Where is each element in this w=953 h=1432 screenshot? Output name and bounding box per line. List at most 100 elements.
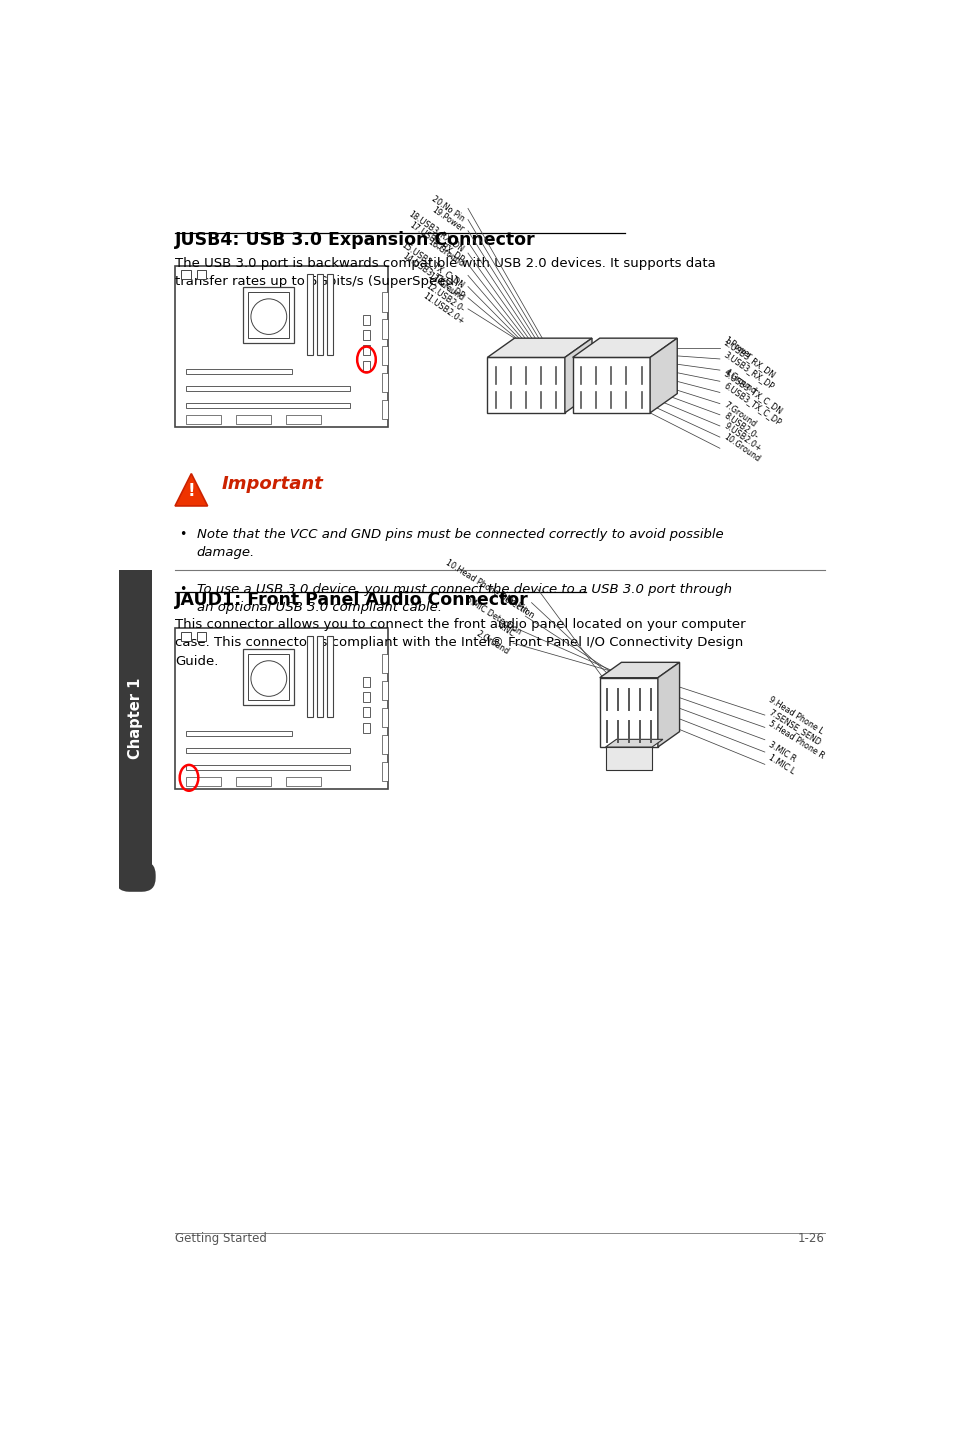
- Text: JUSB4: USB 3.0 Expansion Connector: JUSB4: USB 3.0 Expansion Connector: [174, 231, 536, 249]
- Polygon shape: [235, 415, 271, 424]
- Polygon shape: [248, 292, 289, 338]
- Polygon shape: [327, 636, 333, 716]
- Polygon shape: [181, 269, 191, 279]
- Text: 3.USB3_RX_DP: 3.USB3_RX_DP: [721, 349, 775, 391]
- Polygon shape: [307, 274, 313, 355]
- Polygon shape: [381, 709, 388, 727]
- Text: 17.USB3_RX_DP: 17.USB3_RX_DP: [408, 221, 465, 263]
- Polygon shape: [186, 385, 350, 391]
- Polygon shape: [605, 748, 652, 770]
- Text: 10.Ground: 10.Ground: [721, 432, 761, 464]
- Polygon shape: [307, 636, 313, 716]
- Text: •: •: [179, 583, 186, 596]
- FancyBboxPatch shape: [115, 861, 155, 892]
- Polygon shape: [196, 269, 206, 279]
- Polygon shape: [599, 677, 658, 748]
- Polygon shape: [381, 347, 388, 365]
- Polygon shape: [186, 730, 292, 736]
- Polygon shape: [243, 286, 294, 344]
- Polygon shape: [327, 274, 333, 355]
- Polygon shape: [599, 663, 679, 677]
- Polygon shape: [235, 778, 271, 786]
- Text: 11.USB2.0+: 11.USB2.0+: [420, 291, 465, 326]
- Polygon shape: [649, 338, 677, 412]
- Text: 8.USB2.0-: 8.USB2.0-: [721, 411, 759, 441]
- Polygon shape: [286, 778, 321, 786]
- Text: 7.SENSE_SEND: 7.SENSE_SEND: [766, 707, 821, 748]
- Text: 2.Ground: 2.Ground: [474, 630, 510, 657]
- Polygon shape: [381, 735, 388, 755]
- Text: 16.Ground: 16.Ground: [426, 238, 465, 269]
- Polygon shape: [381, 292, 388, 312]
- Polygon shape: [174, 266, 388, 428]
- Polygon shape: [186, 415, 220, 424]
- Text: 4.Ground: 4.Ground: [721, 367, 757, 395]
- Text: 14.USB3_TX_C_DP: 14.USB3_TX_C_DP: [400, 251, 465, 299]
- Text: 8.No Pin: 8.No Pin: [497, 590, 529, 616]
- Polygon shape: [362, 707, 369, 717]
- Polygon shape: [487, 358, 564, 412]
- Polygon shape: [248, 654, 289, 700]
- Text: 9.Head Phone L: 9.Head Phone L: [766, 695, 824, 736]
- Polygon shape: [572, 358, 649, 412]
- Polygon shape: [174, 474, 208, 505]
- Polygon shape: [174, 627, 388, 789]
- Polygon shape: [119, 570, 152, 866]
- Text: 20.No Pin: 20.No Pin: [429, 193, 465, 223]
- Text: 19.Power: 19.Power: [430, 205, 465, 233]
- Polygon shape: [186, 402, 350, 408]
- Text: 7.Ground: 7.Ground: [721, 401, 757, 430]
- Polygon shape: [186, 748, 350, 753]
- Text: 9.USB2.0+: 9.USB2.0+: [721, 421, 762, 454]
- Polygon shape: [564, 338, 592, 412]
- Polygon shape: [317, 274, 322, 355]
- Text: Chapter 1: Chapter 1: [128, 677, 143, 759]
- Text: Note that the VCC and GND pins must be connected correctly to avoid possible
dam: Note that the VCC and GND pins must be c…: [196, 527, 722, 558]
- Polygon shape: [362, 692, 369, 702]
- Text: 10.Head Phone Detection: 10.Head Phone Detection: [443, 558, 535, 620]
- Polygon shape: [381, 400, 388, 420]
- Text: 13.Ground: 13.Ground: [426, 271, 465, 302]
- Text: 4.NC: 4.NC: [496, 620, 517, 639]
- Text: !: !: [188, 481, 195, 500]
- Circle shape: [251, 660, 287, 696]
- Polygon shape: [362, 361, 369, 371]
- Text: 12.USB2.0-: 12.USB2.0-: [423, 281, 465, 314]
- Polygon shape: [605, 739, 662, 748]
- Text: 1.MIC L: 1.MIC L: [766, 753, 796, 776]
- Text: 3.MIC R: 3.MIC R: [766, 740, 797, 763]
- Polygon shape: [658, 663, 679, 748]
- Polygon shape: [362, 676, 369, 686]
- Polygon shape: [487, 338, 592, 358]
- Text: 1.Power: 1.Power: [721, 335, 753, 361]
- Text: 18.USB3_RX_DN: 18.USB3_RX_DN: [407, 209, 465, 253]
- Text: JAUD1: Front Panel Audio Connector: JAUD1: Front Panel Audio Connector: [174, 591, 528, 609]
- Text: 5.USB3_TX_C_DN: 5.USB3_TX_C_DN: [721, 369, 783, 415]
- Text: This connector allows you to connect the front audio panel located on your compu: This connector allows you to connect the…: [174, 617, 745, 667]
- Text: 2.USB3_RX_DN: 2.USB3_RX_DN: [721, 338, 776, 379]
- Polygon shape: [381, 762, 388, 782]
- Text: To use a USB 3.0 device, you must connect the device to a USB 3.0 port through
a: To use a USB 3.0 device, you must connec…: [196, 583, 731, 614]
- Polygon shape: [362, 345, 369, 355]
- Text: •: •: [179, 527, 186, 540]
- Text: 1-26: 1-26: [797, 1232, 823, 1246]
- Polygon shape: [243, 649, 294, 706]
- Text: 5.Head Phone R: 5.Head Phone R: [766, 719, 825, 760]
- Text: 15.USB3_TX_C_DN: 15.USB3_TX_C_DN: [399, 239, 465, 289]
- Polygon shape: [572, 338, 677, 358]
- Polygon shape: [186, 369, 292, 374]
- Polygon shape: [286, 415, 321, 424]
- Polygon shape: [362, 329, 369, 339]
- Polygon shape: [186, 765, 350, 770]
- Polygon shape: [186, 778, 220, 786]
- Circle shape: [251, 299, 287, 335]
- Polygon shape: [381, 682, 388, 700]
- Text: 6.MIC Detection: 6.MIC Detection: [463, 596, 522, 637]
- Polygon shape: [362, 723, 369, 733]
- Polygon shape: [381, 319, 388, 338]
- Polygon shape: [362, 315, 369, 325]
- Polygon shape: [381, 374, 388, 392]
- Text: Getting Started: Getting Started: [174, 1232, 267, 1246]
- Text: Important: Important: [221, 474, 323, 493]
- Polygon shape: [196, 632, 206, 640]
